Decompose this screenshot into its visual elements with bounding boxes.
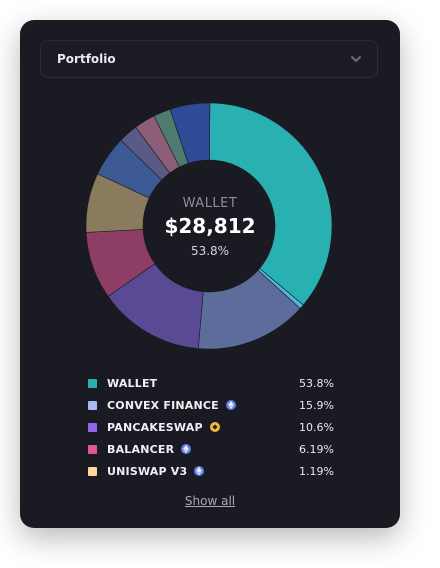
show-all-link[interactable]: Show all — [184, 494, 236, 508]
portfolio-dropdown[interactable]: Portfolio — [40, 40, 378, 78]
legend-item-name: PANCAKESWAP — [107, 420, 203, 434]
legend-swatch — [88, 400, 97, 410]
legend-swatch — [88, 444, 97, 454]
chevron-down-icon — [349, 52, 363, 66]
legend-item-name: WALLET — [107, 376, 158, 390]
legend-swatch — [88, 422, 97, 432]
legend: WALLET 53.8% CONVEX FINANCE 15.9% PANCAKESWA… — [88, 372, 334, 482]
portfolio-card: Portfolio WALLET $28,812 53.8% WALLET 53.… — [20, 20, 400, 528]
legend-swatch — [88, 466, 97, 476]
legend-item[interactable]: PANCAKESWAP 10.6% — [88, 416, 334, 438]
legend-item-name: BALANCER — [107, 442, 175, 456]
legend-item-name: CONVEX FINANCE — [107, 398, 219, 412]
legend-item-percent: 6.19% — [299, 442, 334, 456]
donut-center-percent: 53.8% — [190, 244, 230, 258]
ethereum-icon — [181, 444, 192, 454]
donut-center-value: $28,812 — [164, 214, 256, 238]
legend-item[interactable]: UNISWAP V3 1.19% — [88, 460, 334, 482]
ethereum-icon — [225, 400, 236, 410]
legend-item-percent: 1.19% — [299, 464, 334, 478]
legend-item-name: UNISWAP V3 — [107, 464, 188, 478]
portfolio-donut-chart — [85, 102, 333, 350]
donut-slice[interactable] — [169, 102, 211, 164]
bnb-icon — [209, 422, 220, 432]
legend-item-percent: 15.9% — [299, 398, 334, 412]
legend-item-percent: 53.8% — [299, 376, 334, 390]
donut-slice[interactable] — [209, 102, 333, 306]
portfolio-dropdown-label: Portfolio — [57, 52, 116, 66]
donut-hole — [144, 161, 274, 291]
legend-swatch — [88, 378, 97, 388]
donut-center-label: WALLET — [182, 196, 238, 211]
ethereum-icon — [194, 466, 205, 476]
legend-item[interactable]: WALLET 53.8% — [88, 372, 334, 394]
legend-item[interactable]: CONVEX FINANCE 15.9% — [88, 394, 334, 416]
legend-item[interactable]: BALANCER 6.19% — [88, 438, 334, 460]
legend-item-percent: 10.6% — [299, 420, 334, 434]
